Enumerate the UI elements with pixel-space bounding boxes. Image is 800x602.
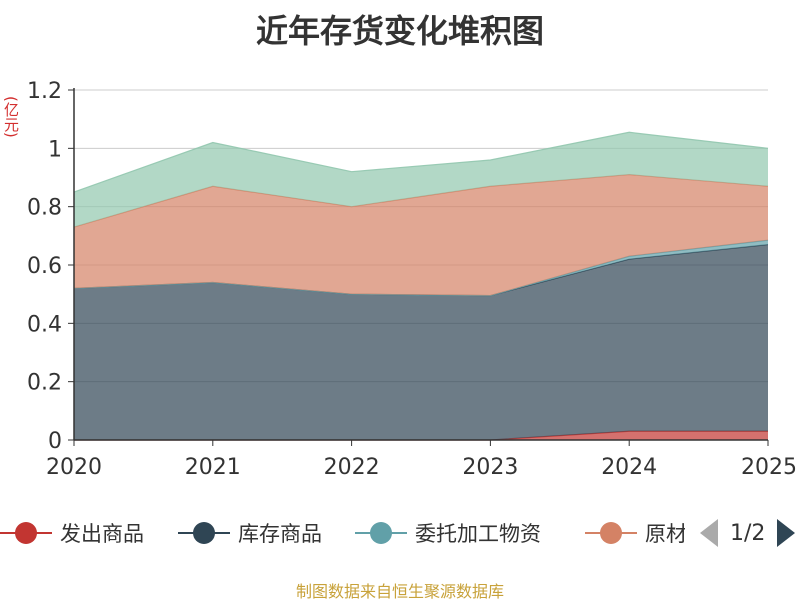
x-tick-label: 2023 [462,455,518,480]
y-tick-label: 0.6 [27,254,62,279]
area-series [73,131,769,441]
y-tick-label: 0.8 [27,196,62,221]
legend-label: 原材料 [645,522,685,546]
x-tick-label: 2024 [601,455,657,480]
series-line-4 [73,131,769,193]
legend-prev-icon[interactable] [700,519,718,547]
data-source-footer: 制图数据来自恒生聚源数据库 [295,582,504,601]
y-tick-label: 0.2 [27,371,62,396]
legend: 发出商品 库存商品 委托加工物资 原材料 [0,514,800,552]
legend-label: 库存商品 [238,522,322,546]
y-tick-label: 0 [48,429,62,454]
legend-label: 委托加工物资 [415,522,541,546]
legend-label: 发出商品 [60,522,144,546]
x-tick-label: 2025 [741,455,797,480]
x-tick-label: 2022 [324,455,380,480]
y-tick-label: 1 [48,137,62,162]
x-tick-label: 2020 [46,455,102,480]
area-series-3 [74,174,768,296]
legend-marker [585,514,637,552]
y-axis-unit: (亿元) [2,96,20,138]
legend-marker [355,514,407,552]
legend-item-fachu[interactable]: 发出商品 [0,514,144,552]
area-series-0 [74,431,768,440]
axes: 0 0.2 0.4 0.6 0.8 1 1.2 2020 2021 2022 2023 2024 202… [27,79,797,480]
legend-item-weituo[interactable]: 委托加工物资 [355,514,541,552]
area-series-1 [74,244,768,440]
area-series-4 [74,132,768,228]
x-tick-label: 2021 [185,455,241,480]
y-tick-label: 0.4 [27,312,62,337]
legend-page-indicator: 1/2 [730,520,766,546]
legend-item-yuancailiao[interactable]: 原材料 [585,514,685,552]
legend-clip: 原材料 [585,514,685,552]
legend-pager: 1/2 [700,514,796,552]
chart-title: 近年存货变化堆积图 [255,12,544,50]
legend-item-kucun[interactable]: 库存商品 [178,514,322,552]
legend-marker [178,514,230,552]
y-tick-label: 1.2 [27,79,62,104]
legend-marker [0,514,52,552]
legend-next-icon[interactable] [777,519,796,547]
